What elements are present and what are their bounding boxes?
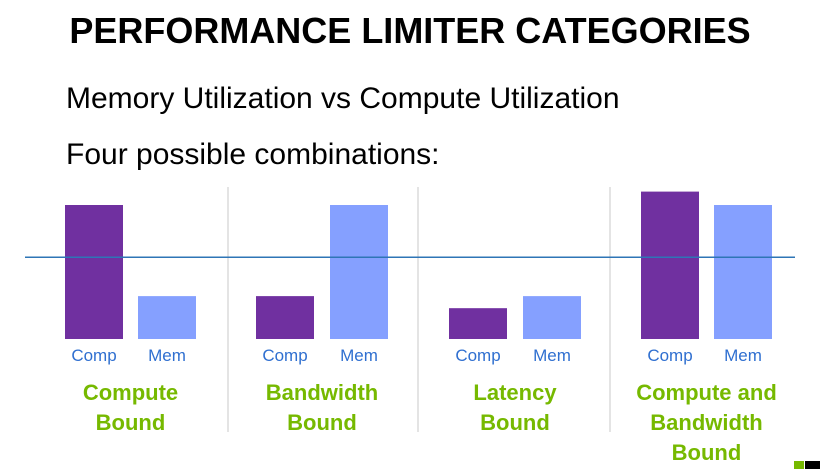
tick-label-mem: Mem: [533, 346, 571, 365]
slide-title: PERFORMANCE LIMITER CATEGORIES: [69, 10, 751, 51]
bullet-four-combinations: Four possible combinations:: [66, 138, 440, 171]
bar-comp: [641, 191, 699, 339]
tick-label-mem: Mem: [148, 346, 186, 365]
tick-label-mem: Mem: [340, 346, 378, 365]
tick-label-mem: Mem: [724, 346, 762, 365]
bar-mem: [138, 296, 196, 339]
nvidia-logo-corner: [794, 461, 820, 469]
category-label: Bandwidth: [266, 380, 378, 405]
bullet-memory-vs-compute: Memory Utilization vs Compute Utilizatio…: [66, 82, 620, 115]
bar-mem: [330, 205, 388, 339]
tick-label-comp: Comp: [455, 346, 500, 365]
category-label: Bound: [96, 410, 166, 435]
category-label: Compute and: [636, 380, 777, 405]
category-label: Compute: [83, 380, 178, 405]
category-label: Bandwidth: [650, 410, 762, 435]
category-label: Bound: [287, 410, 357, 435]
bar-comp: [256, 296, 314, 339]
tick-label-comp: Comp: [647, 346, 692, 365]
bar-mem: [714, 205, 772, 339]
tick-label-comp: Comp: [71, 346, 116, 365]
bar-mem: [523, 296, 581, 339]
category-label: Bound: [672, 440, 742, 465]
bar-comp: [65, 205, 123, 339]
bar-comp: [449, 308, 507, 339]
category-label: Latency: [473, 380, 557, 405]
category-label: Bound: [480, 410, 550, 435]
tick-label-comp: Comp: [262, 346, 307, 365]
